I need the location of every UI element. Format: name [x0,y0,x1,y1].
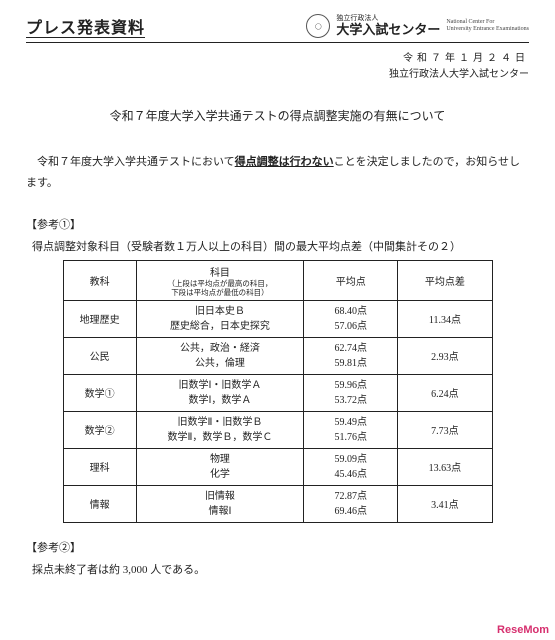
issuer-org: 独立行政法人大学入試センター [26,67,529,83]
org-en1: National Center For [446,19,529,26]
cell-avg: 72.87点69.46点 [304,485,398,522]
press-release-label: プレス発表資料 [26,14,145,38]
header: プレス発表資料 ◯ 独立行政法人 大学入試センター National Cente… [26,14,529,43]
body-paragraph: 令和７年度大学入学共通テストにおいて得点調整は行わないことを決定しましたので，お… [26,152,529,194]
cell-diff: 2.93点 [398,337,492,374]
table-body: 地理歴史旧日本史Ｂ歴史総合，日本史探究68.40点57.06点11.34点公民公… [63,300,492,522]
cell-course: 公共，政治・経済公共，倫理 [136,337,303,374]
reference1-desc: 得点調整対象科目（受験者数１万人以上の科目）間の最大平均点差（中間集計その２） [26,238,529,254]
cell-avg: 62.74点59.81点 [304,337,398,374]
document-page: プレス発表資料 ◯ 独立行政法人 大学入試センター National Cente… [0,0,555,640]
org-logo-icon: ◯ [306,14,330,38]
score-table: 教科 科目 （上段は平均点が最高の科目， 下段は平均点が最低の科目） 平均点 平… [63,260,493,523]
cell-avg: 59.09点45.46点 [304,448,398,485]
th-diff: 平均点差 [398,260,492,300]
cell-course: 旧数学Ⅰ・旧数学Ａ数学Ⅰ，数学Ａ [136,374,303,411]
th-course-note2: 下段は平均点が最低の科目） [141,288,299,297]
cell-subject: 公民 [63,337,136,374]
watermark-text: ReseMom [497,624,549,636]
table-row: 数学②旧数学Ⅱ・旧数学Ｂ数学Ⅱ，数学Ｂ，数学Ｃ59.49点51.76点7.73点 [63,411,492,448]
table-row: 理科物理化学59.09点45.46点13.63点 [63,448,492,485]
th-course-label: 科目 [210,268,230,279]
th-course-note1: （上段は平均点が最高の科目， [141,279,299,288]
org-text: 独立行政法人 大学入試センター [336,15,440,37]
cell-subject: 数学② [63,411,136,448]
cell-course: 物理化学 [136,448,303,485]
cell-avg: 68.40点57.06点 [304,300,398,337]
th-avg: 平均点 [304,260,398,300]
cell-course: 旧情報情報Ⅰ [136,485,303,522]
cell-course: 旧日本史Ｂ歴史総合，日本史探究 [136,300,303,337]
org-en2: University Entrance Examinations [446,26,529,33]
cell-avg: 59.49点51.76点 [304,411,398,448]
body-bold: 得点調整は行わない [235,156,334,168]
cell-subject: 情報 [63,485,136,522]
cell-subject: 理科 [63,448,136,485]
watermark: ReseMom [497,624,549,636]
table-row: 地理歴史旧日本史Ｂ歴史総合，日本史探究68.40点57.06点11.34点 [63,300,492,337]
reference2-note: 採点未終了者は約 3,000 人である。 [26,561,529,577]
cell-diff: 3.41点 [398,485,492,522]
table-row: 公民公共，政治・経済公共，倫理62.74点59.81点2.93点 [63,337,492,374]
cell-subject: 数学① [63,374,136,411]
body-pre: 令和７年度大学入学共通テストにおいて [37,156,235,168]
table-row: 情報旧情報情報Ⅰ72.87点69.46点3.41点 [63,485,492,522]
organization-block: ◯ 独立行政法人 大学入試センター National Center For Un… [306,14,529,38]
table-row: 数学①旧数学Ⅰ・旧数学Ａ数学Ⅰ，数学Ａ59.96点53.72点6.24点 [63,374,492,411]
date-block: 令和７年１月２４日 独立行政法人大学入試センター [26,51,529,83]
reference2-label: 【参考②】 [26,539,529,555]
table-head-row: 教科 科目 （上段は平均点が最高の科目， 下段は平均点が最低の科目） 平均点 平… [63,260,492,300]
th-subject: 教科 [63,260,136,300]
th-course: 科目 （上段は平均点が最高の科目， 下段は平均点が最低の科目） [136,260,303,300]
org-english: National Center For University Entrance … [446,19,529,32]
cell-avg: 59.96点53.72点 [304,374,398,411]
issue-date: 令和７年１月２４日 [26,51,529,67]
cell-diff: 11.34点 [398,300,492,337]
org-main: 大学入試センター [336,23,440,37]
cell-diff: 13.63点 [398,448,492,485]
cell-course: 旧数学Ⅱ・旧数学Ｂ数学Ⅱ，数学Ｂ，数学Ｃ [136,411,303,448]
cell-subject: 地理歴史 [63,300,136,337]
reference1-label: 【参考①】 [26,216,529,232]
cell-diff: 6.24点 [398,374,492,411]
cell-diff: 7.73点 [398,411,492,448]
document-title: 令和７年度大学入学共通テストの得点調整実施の有無について [26,107,529,124]
